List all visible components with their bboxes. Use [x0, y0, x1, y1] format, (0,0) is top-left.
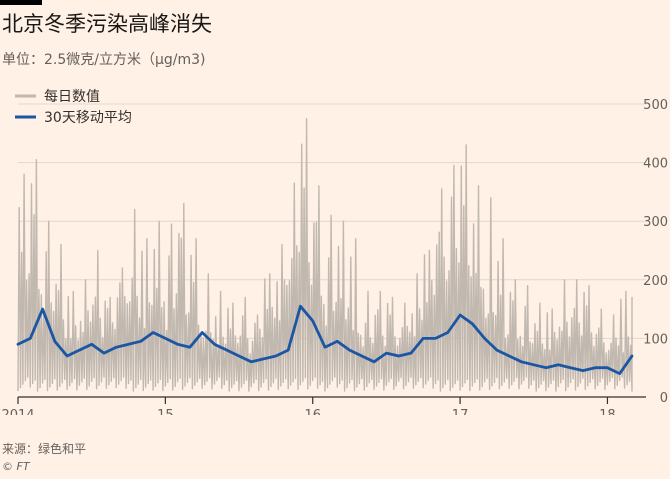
y-tick-label: 300: [643, 215, 668, 230]
legend: 每日数值 30天移动平均: [15, 89, 132, 126]
ft-brand-bar: [0, 0, 42, 5]
x-tick-label: 17: [452, 408, 469, 415]
chart-subtitle: 单位：2.5微克/立方米（μg/m3): [2, 52, 206, 68]
line-chart: 0 100 200 300 400 500 2014 15 16 17 18 每日数值 30天移动…: [1, 89, 668, 415]
legend-label-ma: 30天移动平均: [44, 110, 132, 126]
x-axis: 2014 15 16 17 18: [1, 396, 646, 415]
y-tick-label: 200: [643, 274, 668, 289]
y-tick-label: 400: [643, 157, 668, 172]
legend-label-daily: 每日数值: [44, 89, 100, 105]
y-tick-label: 0: [660, 391, 668, 406]
source-note: 来源：绿色和平: [2, 442, 87, 456]
series-daily-values: [17, 118, 633, 392]
y-axis-ticks: 0 100 200 300 400 500: [643, 98, 668, 406]
y-tick-label: 500: [643, 98, 668, 113]
y-tick-label: 100: [643, 332, 668, 347]
x-tick-label: 18: [599, 408, 616, 415]
x-tick-label: 16: [304, 408, 321, 415]
series-moving-average: [16, 304, 634, 376]
x-tick-label: 2014: [1, 408, 34, 415]
series-line-moving-average: [16, 304, 634, 376]
copyright: © FT: [2, 460, 30, 473]
chart-title: 北京冬季污染高峰消失: [2, 12, 212, 36]
x-tick-label: 15: [157, 408, 174, 415]
series-line-daily: [17, 118, 633, 392]
